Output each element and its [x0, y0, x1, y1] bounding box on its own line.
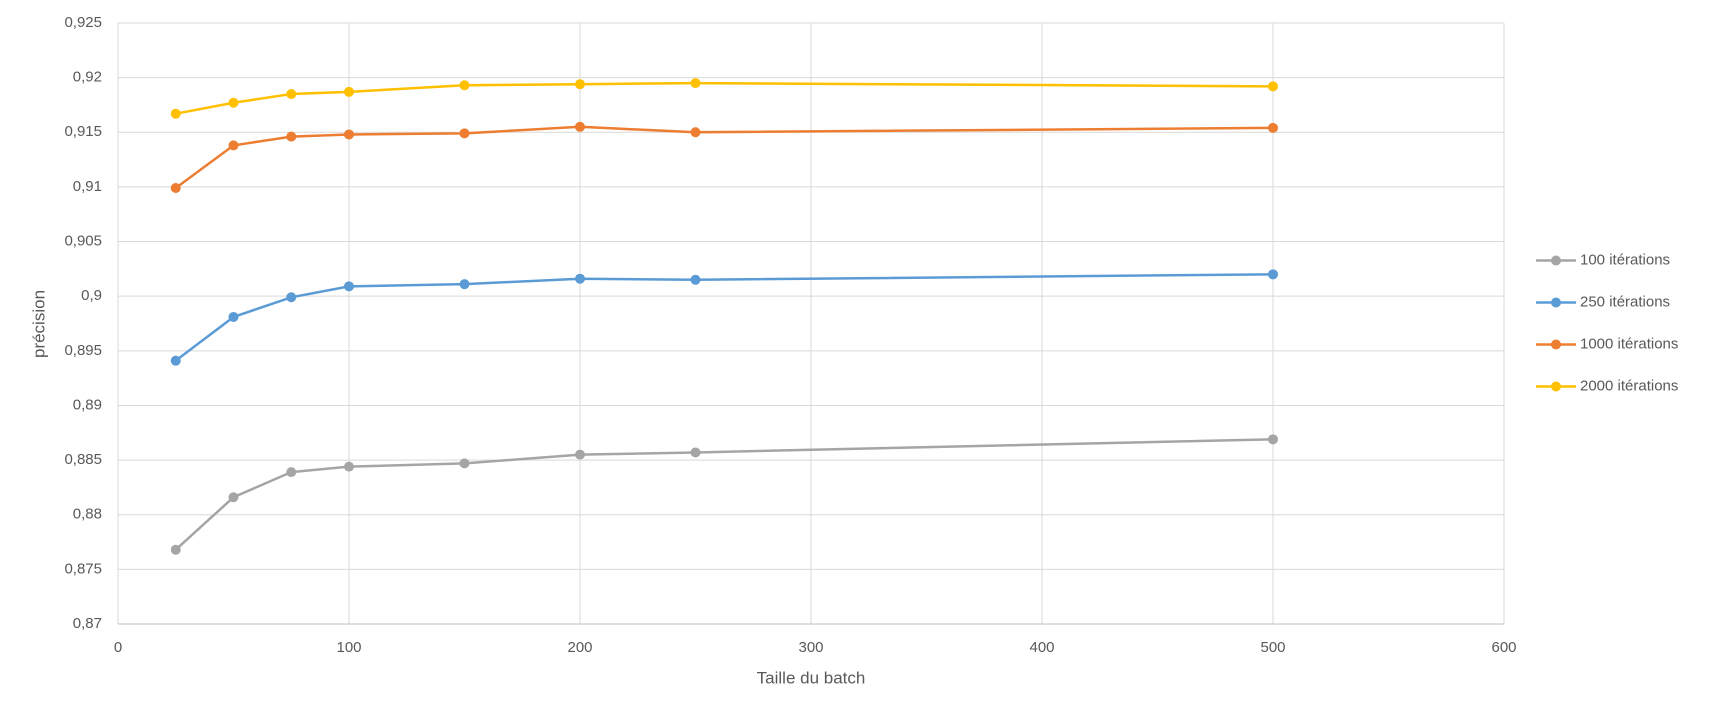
legend-marker [1551, 339, 1561, 350]
data-point [344, 86, 354, 97]
x-axis-title: Taille du batch [757, 668, 866, 687]
data-point [459, 128, 470, 139]
x-tick-label: 200 [567, 639, 592, 656]
data-point [575, 79, 585, 90]
data-point [286, 292, 297, 303]
series-line [174, 273, 1274, 362]
data-point [344, 129, 354, 140]
legend-label: 2000 itérations [1580, 377, 1678, 394]
y-tick-label: 0,89 [73, 396, 102, 413]
legend-marker [1551, 255, 1561, 266]
x-tick-label: 400 [1029, 639, 1054, 656]
legend-label: 1000 itérations [1580, 335, 1678, 352]
series-line [175, 81, 1274, 115]
y-tick-label: 0,88 [73, 506, 102, 523]
y-tick-label: 0,87 [73, 615, 102, 632]
y-tick-label: 0,885 [64, 451, 102, 468]
y-tick-label: 0,925 [64, 14, 102, 31]
data-point [1268, 81, 1278, 92]
data-point [1268, 269, 1278, 280]
y-tick-label: 0,895 [64, 342, 102, 359]
data-point [286, 89, 297, 100]
x-tick-label: 100 [336, 639, 361, 656]
y-tick-label: 0,915 [64, 123, 102, 140]
y-tick-label: 0,9 [81, 287, 102, 304]
data-point [690, 447, 701, 458]
data-point [170, 544, 181, 555]
data-point [575, 273, 585, 284]
data-point [228, 140, 239, 151]
legend-label: 100 itérations [1580, 251, 1670, 268]
y-axis-title: précision [29, 290, 48, 358]
data-point [1268, 122, 1278, 133]
data-point [344, 281, 354, 292]
data-point [690, 78, 701, 89]
series-line [175, 125, 1274, 190]
x-tick-label: 500 [1260, 639, 1285, 656]
data-point [228, 97, 239, 108]
x-tick-label: 600 [1491, 639, 1516, 656]
data-point [344, 461, 354, 472]
data-point [690, 127, 701, 138]
data-point [1268, 434, 1278, 445]
y-tick-label: 0,905 [64, 233, 102, 250]
x-tick-label: 300 [798, 639, 823, 656]
data-point [459, 458, 470, 469]
y-tick-label: 0,92 [73, 69, 102, 86]
data-point [170, 183, 181, 194]
data-point [170, 355, 181, 366]
data-point [690, 274, 701, 285]
y-tick-label: 0,91 [73, 178, 102, 195]
data-point [286, 467, 297, 478]
data-point [575, 449, 585, 460]
data-point [170, 108, 181, 119]
data-point [228, 311, 239, 322]
legend-marker [1551, 381, 1561, 392]
data-point [459, 80, 470, 91]
series-line [174, 438, 1274, 551]
legend-label: 250 itérations [1580, 293, 1670, 310]
data-point [575, 121, 585, 132]
data-point [228, 492, 239, 503]
data-point [459, 279, 470, 290]
y-tick-label: 0,875 [64, 560, 102, 577]
legend-marker [1551, 297, 1561, 308]
x-tick-label: 0 [114, 639, 122, 656]
data-point [286, 131, 297, 142]
